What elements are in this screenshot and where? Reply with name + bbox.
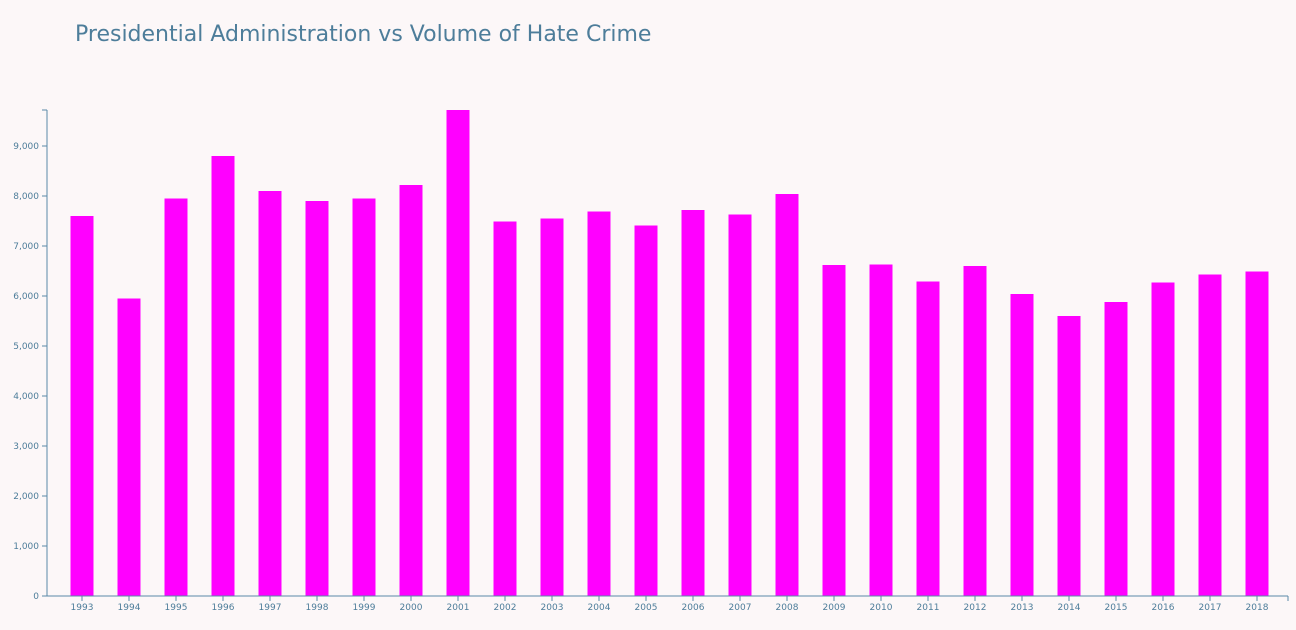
- bar-2016[interactable]: [1151, 282, 1175, 597]
- x-tick-label: 2013: [1011, 603, 1034, 613]
- bars-group: [70, 110, 1269, 597]
- bar-2004[interactable]: [587, 211, 611, 597]
- y-tick-label: 9,000: [13, 142, 39, 152]
- bar-1995[interactable]: [164, 198, 188, 597]
- y-tick-label: 0: [33, 592, 39, 602]
- x-tick-label: 2011: [917, 603, 940, 613]
- x-tick-label: 1999: [353, 603, 376, 613]
- x-tick-label: 2017: [1199, 603, 1222, 613]
- x-tick-label: 2001: [447, 603, 470, 613]
- bar-2011[interactable]: [916, 281, 940, 597]
- bar-2008[interactable]: [775, 194, 799, 596]
- bar-2002[interactable]: [493, 221, 517, 597]
- x-tick-label: 1993: [71, 603, 94, 613]
- bar-1997[interactable]: [258, 191, 282, 596]
- x-tick-label: 2016: [1152, 603, 1175, 613]
- x-tick-label: 2009: [823, 603, 846, 613]
- bar-2006[interactable]: [681, 210, 705, 596]
- bar-2007[interactable]: [728, 214, 752, 597]
- x-tick-label: 2014: [1058, 603, 1081, 613]
- x-axis: 1993 1994 1995 1996 1997 1998 1999 2000 2001 2002…: [47, 595, 1289, 613]
- bar-1993[interactable]: [70, 216, 94, 596]
- x-tick-label: 2002: [494, 603, 517, 613]
- x-tick-label: 2000: [400, 603, 423, 613]
- y-tick-label: 2,000: [13, 492, 39, 502]
- bar-2005[interactable]: [634, 225, 658, 597]
- bar-2012[interactable]: [963, 266, 987, 596]
- y-tick-label: 3,000: [13, 442, 39, 452]
- x-tick-label: 1994: [118, 603, 141, 613]
- y-tick-label: 4,000: [13, 392, 39, 402]
- y-tick-label: 1,000: [13, 542, 39, 552]
- bar-2017[interactable]: [1198, 274, 1222, 597]
- bar-2001[interactable]: [446, 110, 470, 596]
- chart-title: Presidential Administration vs Volume of…: [75, 22, 652, 47]
- bar-1996[interactable]: [211, 156, 235, 596]
- x-tick-label: 2006: [682, 603, 705, 613]
- x-tick-label: 2012: [964, 603, 987, 613]
- y-tick-label: 8,000: [13, 192, 39, 202]
- bar-2010[interactable]: [869, 264, 893, 597]
- x-tick-label: 2010: [870, 603, 893, 613]
- x-tick-label: 1997: [259, 603, 282, 613]
- bar-2013[interactable]: [1010, 294, 1034, 596]
- bar-1994[interactable]: [117, 298, 141, 597]
- y-axis: 0 1,000 2,000 3,000 4,000 5,000 6,000 7,000 8,00…: [13, 109, 48, 602]
- y-tick-label: 6,000: [13, 292, 39, 302]
- x-tick-label: 2004: [588, 603, 611, 613]
- x-tick-label: 2007: [729, 603, 752, 613]
- bar-2014[interactable]: [1057, 316, 1081, 596]
- x-tick-label: 1998: [306, 603, 329, 613]
- bar-1999[interactable]: [352, 198, 376, 597]
- y-tick-label: 5,000: [13, 342, 39, 352]
- bar-2009[interactable]: [822, 265, 846, 596]
- bar-2000[interactable]: [399, 185, 423, 596]
- y-tick-label: 7,000: [13, 242, 39, 252]
- x-tick-label: 2015: [1105, 603, 1128, 613]
- x-tick-label: 2005: [635, 603, 658, 613]
- x-tick-label: 1996: [212, 603, 235, 613]
- x-tick-label: 2018: [1246, 603, 1269, 613]
- x-tick-label: 2008: [776, 603, 799, 613]
- x-tick-label: 2003: [541, 603, 564, 613]
- bar-2015[interactable]: [1104, 302, 1128, 596]
- bar-2018[interactable]: [1245, 271, 1269, 597]
- bar-1998[interactable]: [305, 201, 329, 596]
- x-tick-label: 1995: [165, 603, 188, 613]
- bar-2003[interactable]: [540, 218, 564, 597]
